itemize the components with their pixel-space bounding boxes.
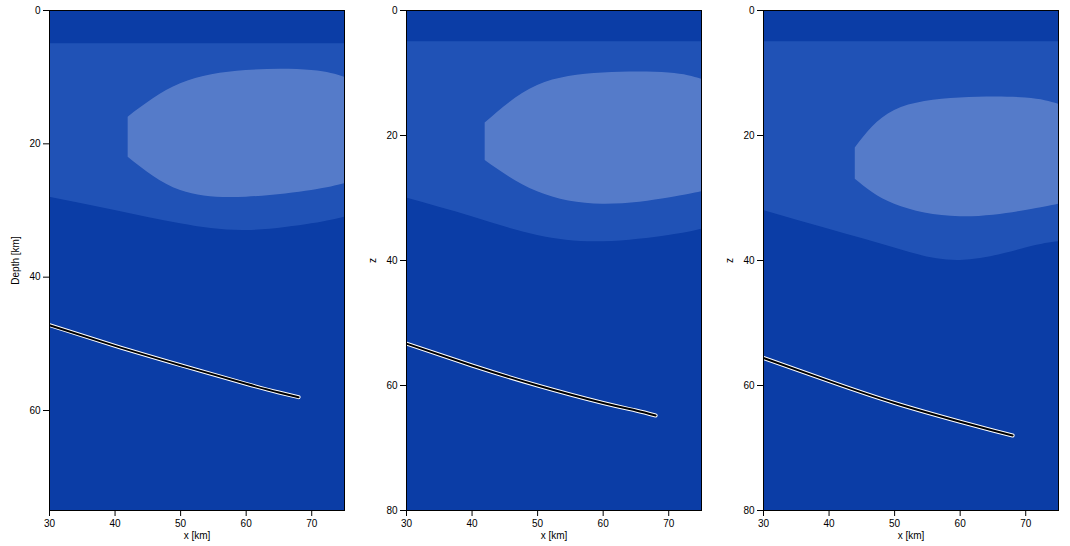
svg-text:40: 40	[386, 255, 398, 266]
svg-text:40: 40	[466, 518, 478, 529]
svg-text:x [km]: x [km]	[898, 530, 925, 541]
svg-text:60: 60	[598, 518, 610, 529]
svg-text:0: 0	[749, 5, 755, 16]
svg-text:80: 80	[743, 505, 755, 516]
svg-text:70: 70	[1020, 518, 1032, 529]
svg-text:30: 30	[44, 518, 56, 529]
svg-text:50: 50	[889, 518, 901, 529]
svg-text:40: 40	[823, 518, 835, 529]
svg-text:20: 20	[386, 130, 398, 141]
svg-text:60: 60	[241, 518, 253, 529]
svg-text:80: 80	[386, 505, 398, 516]
svg-text:x [km]: x [km]	[184, 530, 211, 541]
svg-text:40: 40	[743, 255, 755, 266]
svg-text:30: 30	[401, 518, 413, 529]
svg-text:30: 30	[758, 518, 770, 529]
svg-text:50: 50	[175, 518, 187, 529]
svg-text:z: z	[724, 258, 735, 263]
svg-text:40: 40	[109, 518, 121, 529]
svg-text:0: 0	[35, 5, 41, 16]
svg-text:Depth [km]: Depth [km]	[10, 236, 21, 285]
svg-text:60: 60	[743, 380, 755, 391]
svg-text:60: 60	[29, 405, 41, 416]
svg-text:60: 60	[955, 518, 967, 529]
svg-text:20: 20	[29, 138, 41, 149]
svg-text:0: 0	[392, 5, 398, 16]
svg-text:60: 60	[386, 380, 398, 391]
svg-text:40: 40	[29, 271, 41, 282]
svg-text:50: 50	[532, 518, 544, 529]
svg-text:70: 70	[306, 518, 318, 529]
svg-text:x [km]: x [km]	[541, 530, 568, 541]
svg-text:70: 70	[663, 518, 675, 529]
svg-text:20: 20	[743, 130, 755, 141]
svg-text:z: z	[367, 258, 378, 263]
